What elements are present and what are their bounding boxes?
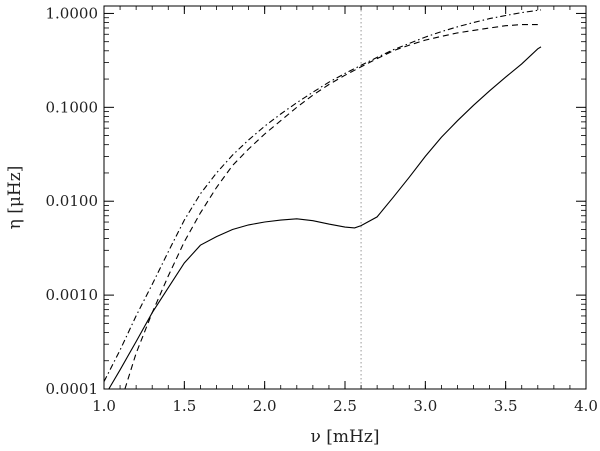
- x-axis-ticks: 1.0 1.5 2.0 2.5 3.0 3.5 4.0: [92, 6, 598, 415]
- x-tick-label: 1.5: [172, 397, 196, 415]
- plot-lines: [104, 6, 542, 389]
- plot-frame: [103, 5, 587, 390]
- y-tick-label: 0.1000: [46, 98, 99, 116]
- y-tick-label: 1.0000: [46, 4, 99, 22]
- series-line-dash-dot: [104, 9, 542, 382]
- series-line-solid: [108, 46, 542, 389]
- y-tick-label: 0.0001: [46, 380, 99, 398]
- x-tick-label: 4.0: [574, 397, 598, 415]
- y-tick-label: 0.0010: [46, 286, 99, 304]
- x-tick-label: 3.0: [413, 397, 437, 415]
- x-axis-title: ν [mHz]: [311, 427, 380, 447]
- y-tick-label: 0.0100: [46, 192, 99, 210]
- x-tick-label: 2.5: [333, 397, 357, 415]
- x-tick-label: 2.0: [253, 397, 277, 415]
- x-tick-label: 1.0: [92, 397, 116, 415]
- series-line-dashed: [124, 24, 538, 389]
- x-tick-label: 3.5: [494, 397, 518, 415]
- y-axis-title: η [μHz]: [5, 166, 25, 230]
- y-axis-ticks: 0.0001 0.0010 0.0100 0.1000 1.0000: [46, 4, 586, 398]
